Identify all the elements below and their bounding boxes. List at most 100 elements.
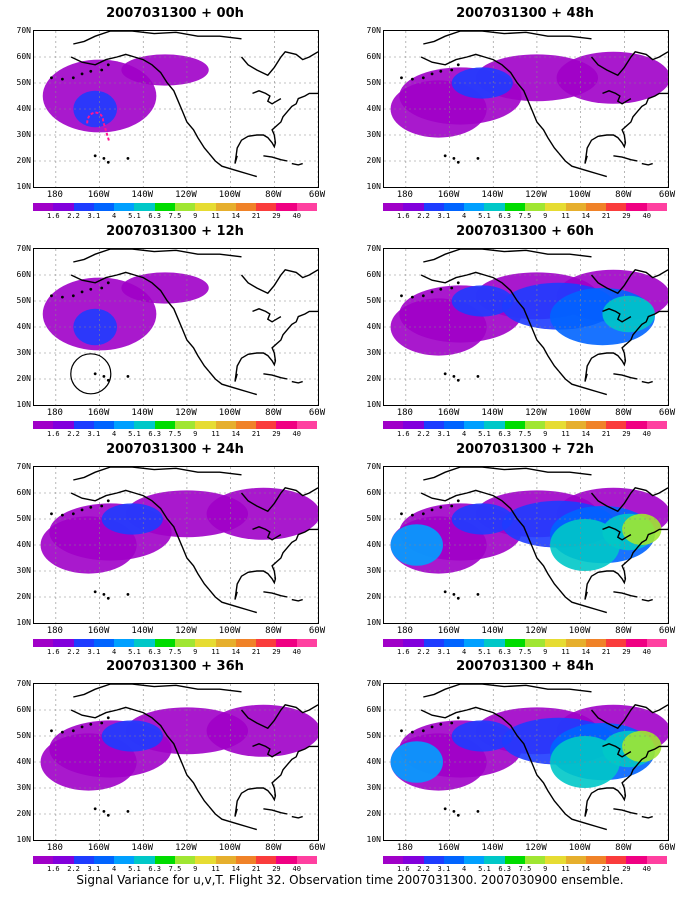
coastline [590,51,668,77]
colorbar-swatch [423,203,444,211]
island [93,590,97,594]
lat-label: 30N [366,348,381,357]
map-canvas [384,249,668,405]
island [80,725,84,729]
colorbar-swatch [524,421,546,429]
colorbar-swatch [464,421,485,429]
colorbar-label: 14 [581,648,591,656]
variance-field [40,487,318,574]
colorbar-label: 5.1 [478,865,491,873]
island [400,294,403,298]
colorbar-swatch [443,639,465,647]
lon-label: 60W [658,408,676,418]
lat-label: 20N [16,592,31,601]
lon-label: 140W [131,190,154,200]
coastline [558,805,608,831]
colorbar-swatch [215,639,236,647]
coastline [423,467,592,481]
island [61,295,64,299]
variance-contour [390,524,443,566]
colorbar-label: 9 [193,212,198,220]
colorbar-label: 5.1 [478,648,491,656]
colorbar-swatch [383,856,404,864]
colorbar-swatch [53,856,74,864]
lat-label: 50N [16,78,31,87]
colorbar-swatch [626,856,647,864]
island [61,730,64,734]
island [80,290,84,294]
colorbar-label: 3.1 [437,212,451,220]
island [456,63,460,67]
variance-contour [101,720,163,752]
lon-label: 80W [265,190,282,200]
lon-label: 160W [437,190,460,200]
colorbar-swatch [256,203,277,211]
coastline [291,380,303,384]
colorbar-swatch [565,856,586,864]
colorbar-swatch [545,421,566,429]
lat-label: 50N [16,514,31,523]
lon-label: 120W [175,408,197,418]
colorbar-label: 11 [561,430,570,438]
colorbar-label: 14 [231,212,241,220]
colorbar-swatch [484,203,505,211]
colorbar-label: 1.6 [396,430,410,438]
colorbar-label: 40 [292,212,301,220]
lat-label: 10N [366,835,381,844]
lon-label: 140W [131,843,154,853]
colorbar-label: 14 [581,430,591,438]
coastline [558,152,608,178]
colorbar-label: 1.6 [46,648,60,656]
map-canvas [34,467,318,623]
variance-contour [206,487,318,540]
colorbar-label: 2.2 [417,648,430,656]
lon-label: 160W [437,408,460,418]
coastline [641,162,653,166]
island [443,372,447,376]
colorbar-label: 4 [462,212,467,220]
colorbar-label: 7.5 [168,865,182,873]
lon-label: 80W [265,843,282,853]
coastline [584,745,668,817]
panel-title: 2007031300 + 84h [456,659,594,674]
colorbar-swatch [114,856,135,864]
island [430,508,434,512]
colorbar-swatch [646,856,667,864]
coastline [641,598,653,602]
lat-label: 70N [366,462,381,471]
variance-contour [390,741,443,783]
lat-label: 70N [16,26,31,35]
colorbar-label: 7.5 [518,212,532,220]
island [126,375,130,378]
lon-label: 140W [481,843,504,853]
island [452,157,456,160]
lon-label: 180 [396,626,413,636]
coastline [252,90,282,105]
lat-label: 50N [16,731,31,740]
colorbar-swatch [504,639,525,647]
lat-label: 50N [16,296,31,305]
lat-label: 20N [366,592,381,601]
lon-label: 180 [46,843,63,853]
map-canvas [34,249,318,405]
island [450,504,454,508]
colorbar-swatch [114,639,135,647]
colorbar-swatch [423,639,444,647]
lon-label: 160W [437,843,460,853]
lat-label: 70N [16,462,31,471]
lat-label: 70N [366,26,381,35]
island [439,722,443,726]
lon-label: 180 [396,843,413,853]
island [456,378,460,382]
island [421,729,425,733]
variance-contour [121,54,209,86]
colorbar-swatch [53,203,74,211]
lon-label: 60W [308,626,326,636]
island [439,69,443,73]
colorbar-label: 4 [462,648,467,656]
colorbar-swatch [114,421,135,429]
colorbar-label: 9 [543,865,548,873]
island [50,76,53,80]
lat-label: 50N [366,78,381,87]
colorbar-swatch [484,421,505,429]
